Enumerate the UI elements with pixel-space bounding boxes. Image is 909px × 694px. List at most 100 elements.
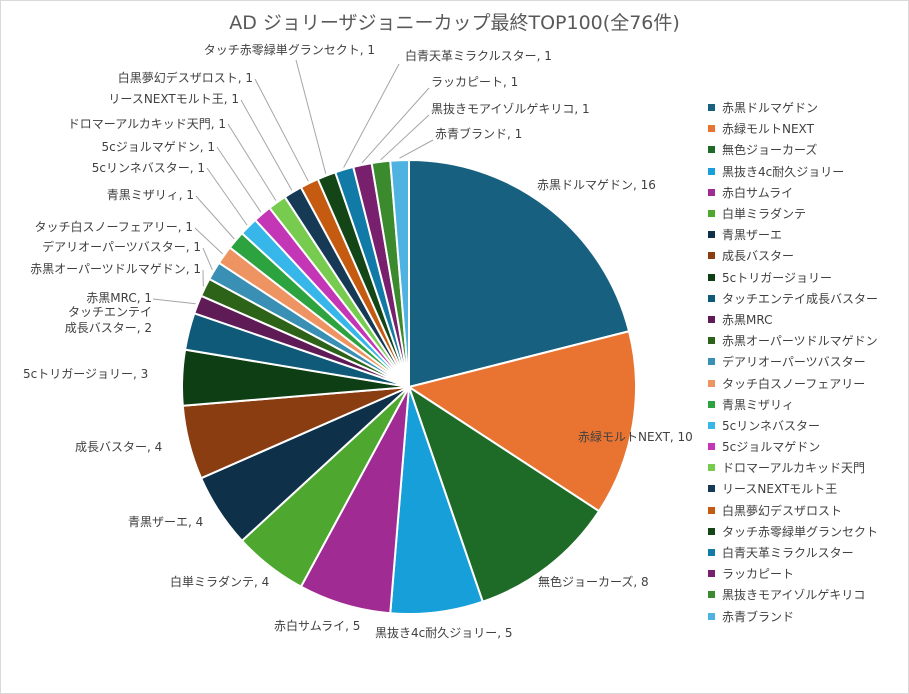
legend-swatch [708,210,715,218]
data-label: ラッカピート, 1 [431,75,518,89]
legend-swatch [708,167,715,175]
leader-line [152,298,196,305]
leader-line [216,146,262,213]
data-label: 赤白サムライ, 5 [274,618,360,633]
legend-item: 赤白サムライ [708,182,878,203]
legend-item: 赤黒MRC [708,309,878,330]
leader-line [240,99,293,191]
legend-swatch [708,506,715,514]
legend-label: ラッカピート [722,567,795,582]
legend-item: 赤青ブランド [708,606,878,627]
legend-label: 5cトリガージョリー [722,270,832,285]
data-label: タッチ白スノーフェアリー, 1 [34,219,193,234]
legend-item: 5cトリガージョリー [708,267,878,288]
leader-line [227,123,277,201]
pie-slice [407,384,601,603]
legend-swatch [708,421,715,429]
legend-item: 赤黒ドルマゲドン [708,97,878,118]
data-label: 赤黒ドルマゲドン, 16 [537,178,656,192]
legend-label: タッチ白スノーフェアリー [722,376,866,391]
legend-label: タッチ赤零緑単グランセクト [722,524,879,539]
legend-swatch [708,146,715,154]
legend-label: 白単ミラダンテ [722,207,807,222]
legend-label: 成長バスター [722,249,795,264]
legend-item: 黒抜きモアイゾルゲキリコ [708,584,878,605]
data-label: リースNEXTモルト王, 1 [108,92,239,106]
data-label: 5cトリガージョリー, 3 [23,367,148,381]
data-label: ドロマーアルカキッド天門, 1 [68,117,226,131]
legend-label: デアリオーパーツバスター [722,355,866,370]
data-label: 赤黒オーパーツドルマゲドン, 1 [30,262,201,276]
legend-label: 無色ジョーカーズ [722,143,818,158]
legend-swatch [708,549,715,557]
legend-label: 赤白サムライ [722,185,794,200]
leader-line [343,63,400,168]
data-label: 成長バスター, 4 [75,440,162,454]
legend-label: リースNEXTモルト王 [722,482,838,497]
legend-swatch [708,294,715,302]
data-label: 5cジョルマゲドン, 1 [102,140,216,154]
chart-title: AD ジョリーザジョニーカップ最終TOP100(全76件) [229,12,680,34]
legend-item: 黒抜き4c耐久ジョリー [708,161,878,182]
legend-label: 黒抜き4c耐久ジョリー [722,164,845,179]
data-label: タッチエンテイ成長バスター, 2 [65,305,152,335]
legend-swatch [708,485,715,493]
pie-slice [406,330,637,513]
data-label: 黒抜き4c耐久ジョリー, 5 [375,626,513,640]
legend-item: リースNEXTモルト王 [708,478,878,499]
legend-item: 無色ジョーカーズ [708,139,878,160]
legend-label: 黒抜きモアイゾルゲキリコ [722,588,866,603]
data-label: 無色ジョーカーズ, 8 [538,574,649,589]
legend-item: 赤黒オーパーツドルマゲドン [708,330,878,351]
legend-label: 赤黒ドルマゲドン [722,101,819,116]
data-label: 青黒ザーエ, 4 [128,515,203,529]
leader-line [399,139,434,159]
legend-swatch [708,337,715,345]
legend-swatch [708,315,715,323]
legend-swatch [708,591,715,599]
legend-item: 青黒ザーエ [708,224,878,245]
leader-line [295,59,327,174]
legend-label: 5cリンネバスター [722,418,820,433]
data-label: タッチ赤零緑単グランセクト, 1 [204,42,375,57]
legend-item: 5cリンネバスター [708,415,878,436]
data-label: 赤緑モルトNEXT, 10 [578,429,693,444]
legend-swatch [708,464,715,472]
leader-line [380,114,430,161]
legend-label: タッチエンテイ成長バスター [722,291,879,306]
data-label: 白単ミラダンテ, 4 [170,574,269,589]
legend-item: ラッカピート [708,563,878,584]
leader-line [254,78,309,182]
legend-item: 5cジョルマゲドン [708,436,878,457]
data-label: 赤黒MRC, 1 [86,291,152,305]
legend-item: 成長バスター [708,245,878,266]
data-label: デアリオーパーツバスター, 1 [42,239,201,254]
pie-slice [389,158,410,388]
leader-line [361,87,430,164]
data-label: 5cリンネバスター, 1 [92,161,205,175]
leader-line [206,167,248,226]
legend-item: 赤緑モルトNEXT [708,118,878,139]
legend-swatch [708,125,715,133]
legend-swatch [708,612,715,620]
pie-slice [408,158,631,389]
legend-swatch [708,358,715,366]
legend-item: タッチ赤零緑単グランセクト [708,521,878,542]
legend-swatch [708,527,715,535]
leader-line [194,227,223,255]
legend-swatch [708,570,715,578]
legend-label: 赤黒オーパーツドルマゲドン [722,334,878,349]
legend-item: 白単ミラダンテ [708,203,878,224]
legend-item: 白青天革ミラクルスター [708,542,878,563]
legend-swatch [708,443,715,451]
legend-label: 白青天革ミラクルスター [722,546,854,561]
legend-swatch [708,273,715,281]
data-label: 青黒ミザリィ, 1 [107,188,194,202]
data-label: 白黒夢幻デスザロスト, 1 [118,70,253,85]
legend-swatch [708,379,715,387]
legend-label: 赤黒MRC [722,312,773,327]
legend-item: タッチエンテイ成長バスター [708,288,878,309]
legend-swatch [708,252,715,260]
legend-label: 青黒ザーエ [722,228,783,243]
